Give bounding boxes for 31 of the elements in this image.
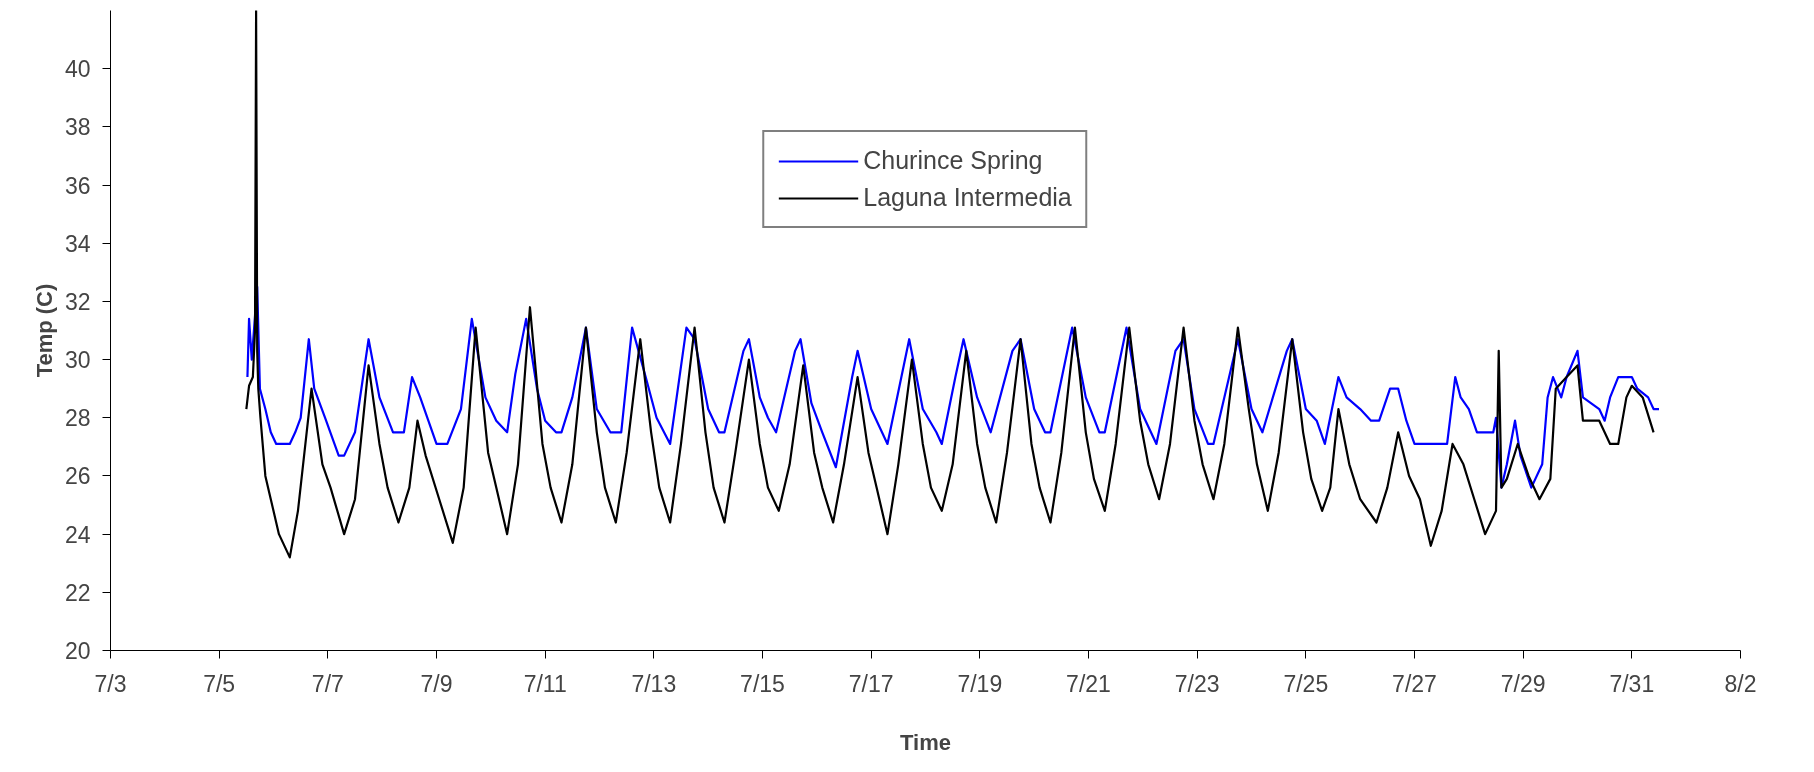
y-tick-label: 40	[64, 56, 91, 83]
x-tick-label: 7/17	[848, 670, 894, 697]
x-tick-label: 7/19	[957, 670, 1003, 697]
x-tick-label: 7/15	[740, 670, 785, 697]
y-tick-label: 30	[64, 347, 91, 374]
x-tick-label: 7/31	[1609, 670, 1655, 697]
y-tick-label: 38	[64, 114, 91, 141]
x-axis-title: Time	[900, 729, 951, 755]
y-tick-label: 22	[64, 579, 91, 606]
y-tick-label: 26	[64, 463, 91, 490]
y-axis-title: Temp (C)	[31, 283, 57, 378]
y-tick-label: 28	[64, 405, 91, 432]
x-tick-label: 7/21	[1066, 670, 1111, 697]
x-tick-label: 7/5	[203, 670, 236, 697]
y-tick-label: 34	[64, 230, 91, 257]
y-tick-label: 36	[64, 172, 91, 199]
x-tick-label: 7/7	[311, 670, 344, 697]
x-tick-label: 7/3	[94, 670, 127, 697]
x-tick-label: 7/13	[631, 670, 677, 697]
y-tick-label: 20	[64, 638, 91, 664]
y-tick-label: 24	[64, 521, 91, 548]
x-tick-label: 7/23	[1174, 670, 1220, 697]
y-tick-label: 32	[64, 288, 91, 315]
x-tick-label: 7/25	[1283, 670, 1329, 697]
legend-label: Laguna Intermedia	[863, 183, 1072, 212]
x-tick-label: 7/11	[523, 670, 567, 697]
x-tick-label: 8/2	[1724, 670, 1757, 697]
x-tick-label: 7/9	[420, 670, 453, 697]
x-tick-label: 7/27	[1392, 670, 1437, 697]
x-tick-label: 7/29	[1500, 670, 1546, 697]
legend-label: Churince Spring	[863, 146, 1043, 175]
